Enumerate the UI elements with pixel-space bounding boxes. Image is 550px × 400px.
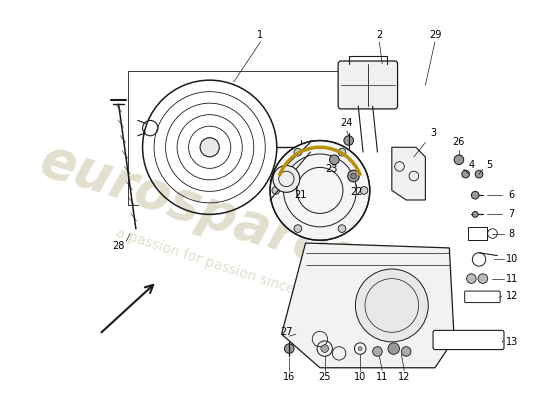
- Circle shape: [329, 155, 339, 164]
- Text: 3: 3: [430, 128, 436, 138]
- Circle shape: [466, 274, 476, 284]
- Circle shape: [471, 191, 479, 199]
- Text: 11: 11: [376, 372, 388, 382]
- Text: 26: 26: [453, 138, 465, 148]
- Circle shape: [358, 347, 362, 350]
- Text: 23: 23: [325, 164, 338, 174]
- Circle shape: [373, 347, 382, 356]
- Circle shape: [273, 166, 300, 192]
- Text: 16: 16: [283, 372, 295, 382]
- Circle shape: [348, 170, 359, 182]
- Text: 21: 21: [295, 190, 307, 200]
- Circle shape: [355, 269, 428, 342]
- Text: 8: 8: [509, 228, 515, 238]
- Text: 28: 28: [112, 241, 125, 251]
- Polygon shape: [282, 243, 454, 368]
- Text: 27: 27: [280, 327, 293, 337]
- Text: eurospares: eurospares: [34, 133, 367, 286]
- Circle shape: [272, 186, 279, 194]
- Text: 5: 5: [487, 160, 493, 170]
- Text: 22: 22: [350, 187, 362, 197]
- FancyBboxPatch shape: [338, 61, 398, 109]
- Text: 7: 7: [509, 209, 515, 219]
- Text: 10: 10: [354, 372, 366, 382]
- Text: a passion for passion since 1985: a passion for passion since 1985: [114, 226, 334, 309]
- Circle shape: [350, 173, 356, 179]
- Circle shape: [454, 155, 464, 164]
- Circle shape: [284, 344, 294, 353]
- Circle shape: [402, 347, 411, 356]
- Circle shape: [294, 148, 302, 156]
- Text: 12: 12: [398, 372, 410, 382]
- Circle shape: [321, 345, 328, 352]
- Circle shape: [338, 148, 346, 156]
- Circle shape: [478, 274, 488, 284]
- FancyBboxPatch shape: [468, 227, 487, 240]
- Circle shape: [294, 225, 302, 232]
- Text: 12: 12: [505, 291, 518, 301]
- FancyBboxPatch shape: [433, 330, 504, 350]
- Circle shape: [475, 170, 483, 178]
- Circle shape: [270, 140, 370, 240]
- Circle shape: [338, 225, 346, 232]
- Text: 2: 2: [376, 30, 382, 40]
- Text: 25: 25: [318, 372, 331, 382]
- Circle shape: [472, 212, 478, 217]
- Circle shape: [360, 186, 368, 194]
- Text: 24: 24: [340, 118, 353, 128]
- Text: 13: 13: [505, 337, 518, 347]
- Text: 6: 6: [509, 190, 515, 200]
- Polygon shape: [392, 147, 425, 200]
- Text: 1: 1: [257, 30, 263, 40]
- Text: 11: 11: [505, 274, 518, 284]
- Text: 10: 10: [505, 254, 518, 264]
- Circle shape: [388, 343, 399, 354]
- FancyBboxPatch shape: [465, 291, 500, 302]
- Text: 29: 29: [429, 30, 441, 40]
- Circle shape: [200, 138, 219, 157]
- Text: 4: 4: [469, 160, 475, 170]
- Circle shape: [462, 170, 470, 178]
- Circle shape: [344, 136, 354, 145]
